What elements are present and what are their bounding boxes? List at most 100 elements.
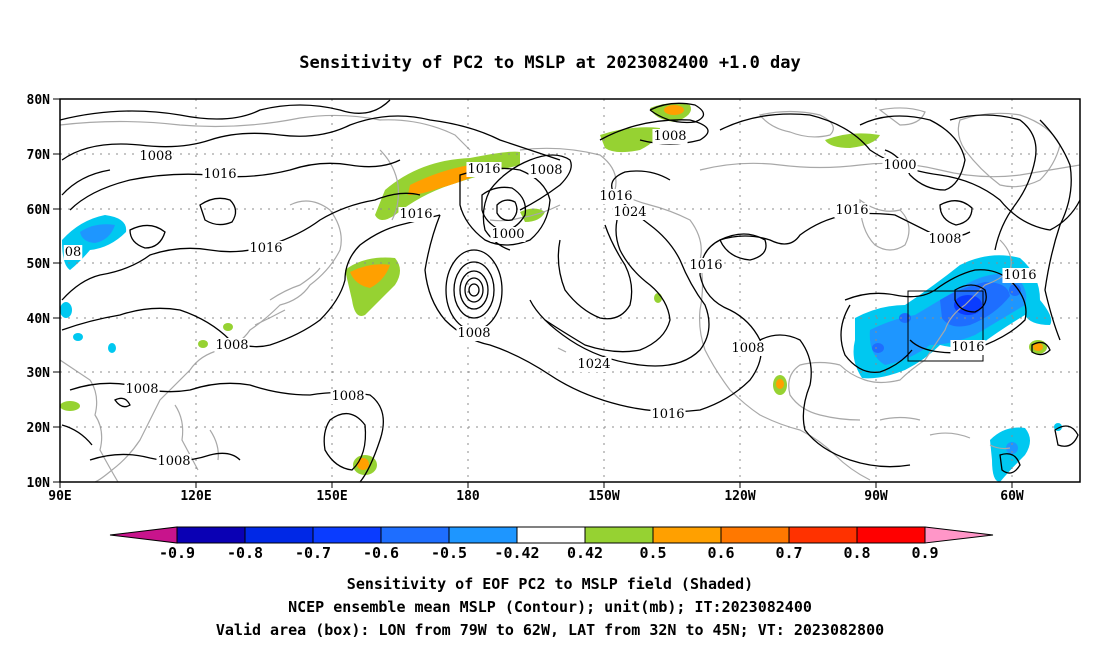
lat-label: 20N <box>27 421 51 436</box>
contour-label-halo <box>138 149 174 164</box>
contour-label: 1008 <box>139 149 172 164</box>
coastline-philippines <box>174 404 219 471</box>
lon-label: 60W <box>1000 489 1024 504</box>
contour-label-halo <box>248 241 284 256</box>
colorbar-swatch <box>856 526 926 544</box>
map-border <box>59 98 1081 483</box>
positive-region <box>198 340 208 348</box>
lon-label: 90W <box>864 489 888 504</box>
contour-label: 1016 <box>651 407 684 422</box>
isobar <box>496 199 518 221</box>
negative-region <box>872 343 884 353</box>
colorbar-swatch <box>448 526 518 544</box>
colorbar-swatch <box>312 526 382 544</box>
contour-label: 1016 <box>689 258 722 273</box>
isobar <box>759 334 911 468</box>
contour-label-halo <box>882 158 918 173</box>
contour-label: 1024 <box>577 357 610 372</box>
footer-line-1: Sensitivity of EOF PC2 to MSLP field (Sh… <box>347 575 753 593</box>
lat-label: 70N <box>27 148 51 163</box>
contour-label: 1016 <box>951 340 984 355</box>
colorbar-label: -0.9 <box>159 544 195 562</box>
positive-region <box>664 105 684 115</box>
lat-label: 50N <box>27 257 51 272</box>
lon-label: 90E <box>48 489 71 504</box>
isobar <box>1031 341 1051 356</box>
contour-label-halo <box>652 129 688 144</box>
contour-label-halo <box>124 382 160 397</box>
contour-label-halo <box>576 357 612 372</box>
contour-label: 1016 <box>835 203 868 218</box>
colorbar-label: -0.7 <box>295 544 331 562</box>
isobar <box>719 233 767 261</box>
coastline-arctic-islands <box>758 107 926 138</box>
colorbar-swatch <box>584 526 654 544</box>
isobar <box>939 200 973 226</box>
positive-region <box>776 379 784 389</box>
longitude-labels: 90E 120E 150E 180 150W 120W 90W 60W <box>48 489 1024 504</box>
contour-label-halo <box>612 205 648 220</box>
negative-region <box>1006 442 1018 454</box>
colorbar-swatch <box>244 526 314 544</box>
colorbar-label: -0.8 <box>227 544 263 562</box>
colorbar-label: 0.8 <box>843 544 870 562</box>
isobar <box>459 270 489 310</box>
isobar <box>129 224 166 249</box>
latitude-labels: 80N 70N 60N 50N 40N 30N 20N 10N <box>27 93 51 491</box>
negative-region <box>80 224 115 243</box>
isobar <box>719 113 1080 231</box>
contour-label: 1024 <box>613 205 646 220</box>
isobar <box>69 159 401 211</box>
coastline-caribbean <box>879 416 1011 450</box>
coastline-kamchatka <box>379 149 399 221</box>
colorbar-swatch <box>788 526 858 544</box>
colorbar-swatch <box>176 526 246 544</box>
positive-region <box>825 133 880 148</box>
contour-label-halo <box>202 167 238 182</box>
lon-label: 180 <box>456 489 480 504</box>
colorbar-label: 0.5 <box>639 544 666 562</box>
contour-label: 1000 <box>491 227 524 242</box>
contour-label-halo <box>156 454 192 469</box>
lon-label: 120W <box>724 489 755 504</box>
isobar <box>199 197 237 226</box>
isobar <box>468 283 480 297</box>
contour-label-halo <box>528 163 564 178</box>
contour-label: 1016 <box>1003 268 1036 283</box>
footer-line-3: Valid area (box): LON from 79W to 62W, L… <box>216 621 884 639</box>
positive-region <box>654 293 662 303</box>
contour-label-halo <box>330 389 366 404</box>
isobar <box>61 214 441 348</box>
lon-label: 120E <box>180 489 211 504</box>
contour-label: 1016 <box>599 189 632 204</box>
contour-label: 08 <box>65 245 82 260</box>
isobar <box>323 413 367 471</box>
colorbar-label: -0.6 <box>363 544 399 562</box>
isobar <box>61 169 421 301</box>
coastline-hudson <box>859 198 910 251</box>
contour-label-halo <box>650 407 686 422</box>
contour-label-halo <box>598 189 634 204</box>
isobar <box>1039 119 1072 341</box>
lat-label: 10N <box>27 476 51 491</box>
isobar <box>1054 425 1079 447</box>
coastline-asia <box>60 114 471 151</box>
colorbar-low-extend <box>109 526 178 544</box>
colorbar-label: 0.6 <box>707 544 734 562</box>
colorbar-swatch <box>516 526 586 544</box>
contour-label: 1008 <box>457 326 490 341</box>
contour-label-halo <box>834 203 870 218</box>
positive-region <box>1033 343 1043 351</box>
isobar <box>61 424 93 446</box>
coastline-greenland <box>957 112 1061 188</box>
colorbar-label: -0.42 <box>494 544 539 562</box>
positive-region <box>600 127 660 153</box>
isobar <box>482 154 572 251</box>
negative-region <box>954 295 982 315</box>
contour-label-halo <box>1002 268 1038 283</box>
positive-region <box>223 323 233 331</box>
isobar <box>557 224 633 320</box>
colorbar-label: 0.42 <box>567 544 603 562</box>
colorbar-swatch <box>652 526 722 544</box>
contour-labels: 1008 1016 1016 1008 1016 1000 1008 1016 … <box>63 129 1038 469</box>
